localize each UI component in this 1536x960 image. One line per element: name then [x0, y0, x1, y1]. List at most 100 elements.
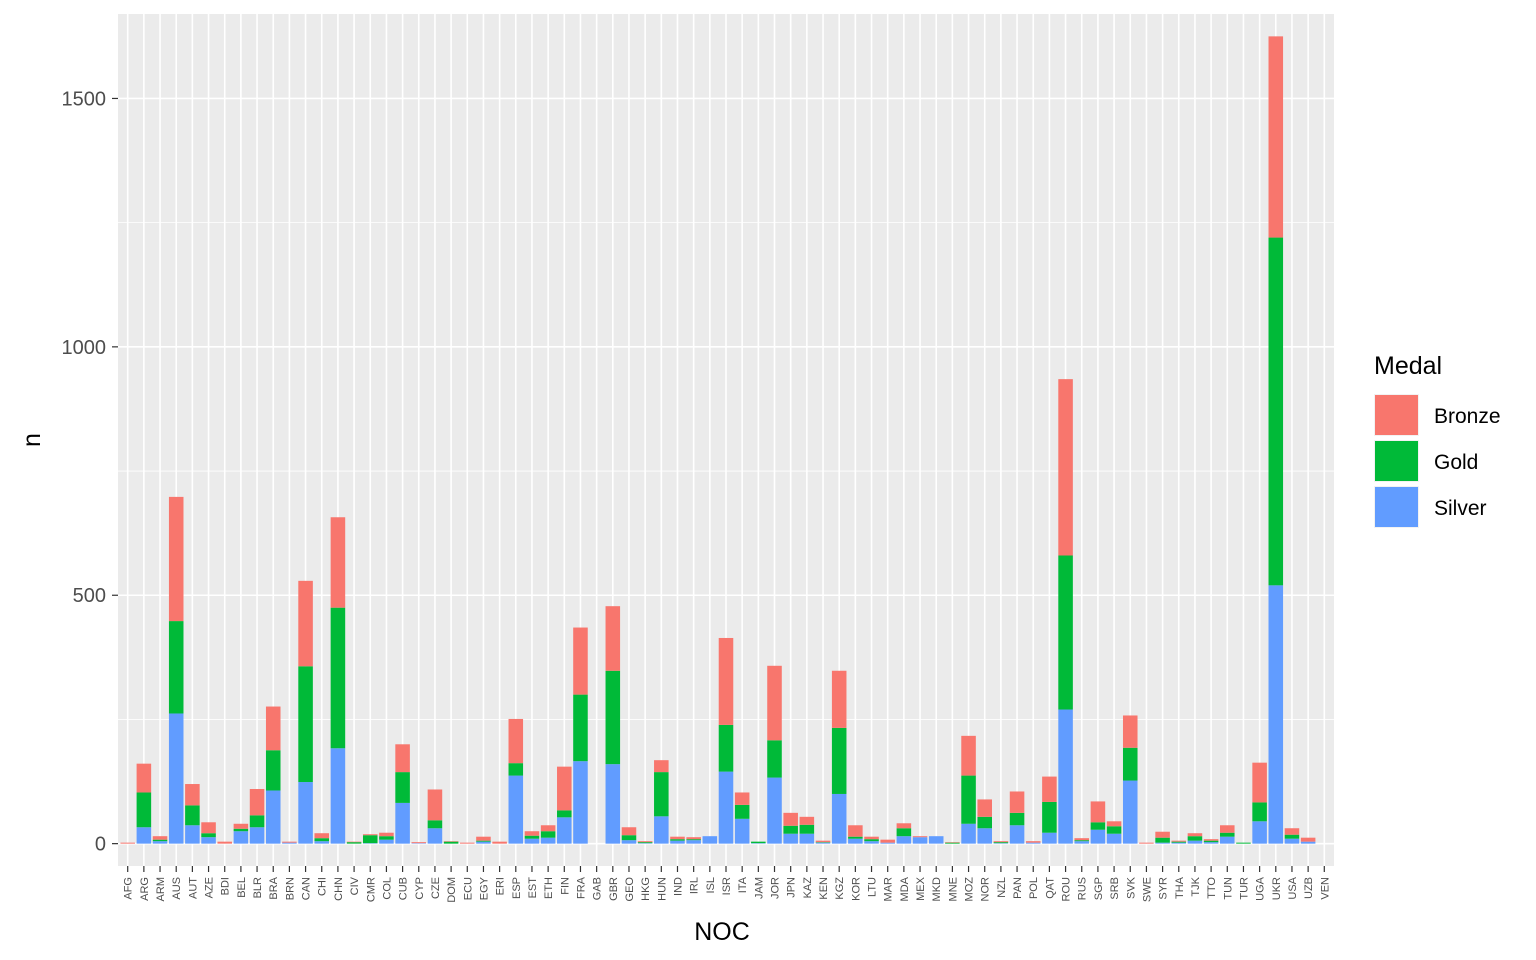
- bar-rus-silver: [1074, 841, 1090, 844]
- bar-qat-silver: [1042, 832, 1057, 844]
- bar-eth-silver: [540, 837, 556, 844]
- bar-isr-bronze: [718, 637, 734, 725]
- x-tick-label: MDA: [899, 876, 911, 901]
- bar-svk-gold: [1122, 747, 1138, 781]
- bar-nor-gold: [977, 816, 992, 829]
- bar-rou-silver: [1058, 709, 1073, 844]
- bars: [120, 36, 1316, 844]
- bar-usa-bronze: [1284, 828, 1300, 835]
- bar-tto-gold: [1203, 840, 1219, 843]
- bar-hkg-silver: [637, 843, 653, 844]
- bar-eth-bronze: [540, 825, 556, 832]
- bar-geo-silver: [621, 840, 637, 844]
- x-tick-label: POL: [1028, 877, 1040, 899]
- bar-bra-silver: [265, 790, 281, 844]
- x-tick-label: HUN: [656, 877, 668, 901]
- bar-rou-bronze: [1058, 379, 1073, 556]
- x-tick-label: LTU: [867, 877, 879, 897]
- bar-svk-bronze: [1122, 715, 1138, 748]
- bar-tun-bronze: [1220, 825, 1235, 833]
- y-tick-label: 500: [73, 585, 106, 607]
- x-tick-label: GAB: [592, 877, 604, 900]
- legend-key-bronze: [1375, 395, 1418, 435]
- bar-mar-bronze: [880, 839, 895, 843]
- bar-aus-gold: [168, 621, 184, 714]
- x-tick-label: SRB: [1109, 877, 1121, 900]
- bar-cze-silver: [427, 828, 443, 844]
- bar-ukr-bronze: [1268, 36, 1284, 238]
- x-tick-label: BRA: [268, 876, 280, 899]
- bar-syr-gold: [1155, 837, 1170, 843]
- x-tick-label: BRN: [284, 877, 296, 900]
- x-tick-label: SYR: [1158, 877, 1170, 900]
- bar-mne-gold: [945, 842, 960, 844]
- bar-arm-silver: [152, 841, 168, 844]
- x-tick-label: CAN: [301, 877, 313, 900]
- bar-tjk-bronze: [1187, 833, 1203, 837]
- bar-cze-gold: [427, 820, 443, 829]
- x-tick-label: CYP: [414, 877, 426, 900]
- x-tick-label: JAM: [753, 877, 765, 899]
- x-tick-label: USA: [1287, 876, 1299, 899]
- bar-aut-gold: [185, 805, 200, 826]
- bar-ltu-gold: [864, 839, 879, 842]
- y-axis: 0 500 1000 1500: [62, 88, 118, 856]
- bar-kaz-gold: [799, 824, 815, 834]
- y-tick-label: 1500: [62, 88, 107, 110]
- x-tick-label: KGZ: [834, 877, 846, 900]
- bar-ukr-gold: [1268, 237, 1284, 586]
- bar-bdi-bronze: [217, 841, 232, 844]
- bar-mkd-silver: [928, 836, 944, 844]
- x-tick-label: RUS: [1077, 877, 1089, 900]
- bar-mda-gold: [896, 828, 912, 837]
- x-tick-label: GBR: [608, 877, 620, 901]
- x-tick-label: UKR: [1271, 877, 1283, 900]
- bar-geo-bronze: [621, 827, 637, 836]
- x-tick-label: ISR: [721, 877, 733, 895]
- bar-esp-silver: [508, 775, 524, 844]
- x-tick-label: HKG: [640, 877, 652, 901]
- x-tick-label: EGY: [478, 876, 490, 900]
- bar-uzb-silver: [1300, 841, 1316, 844]
- legend-key-gold: [1375, 441, 1418, 481]
- bar-eri-bronze: [492, 841, 507, 844]
- bar-can-bronze: [298, 580, 313, 667]
- bar-cub-gold: [395, 772, 410, 803]
- x-tick-label: CIV: [349, 876, 361, 895]
- bar-aze-silver: [201, 837, 216, 844]
- x-tick-label: AUS: [171, 877, 183, 900]
- bar-tun-gold: [1220, 832, 1235, 837]
- x-tick-label: MNE: [947, 877, 959, 901]
- bar-can-silver: [298, 782, 313, 844]
- bar-bel-bronze: [233, 823, 249, 829]
- bar-ind-silver: [670, 840, 685, 844]
- bar-jor-silver: [767, 777, 782, 844]
- bar-chn-bronze: [330, 517, 346, 608]
- bar-srb-gold: [1106, 826, 1122, 834]
- bar-est-gold: [524, 835, 540, 839]
- bar-isr-gold: [718, 724, 734, 772]
- bar-cmr-gold: [362, 835, 378, 844]
- bar-ita-gold: [734, 804, 750, 819]
- bar-rus-gold: [1074, 840, 1090, 842]
- x-tick-label: UGA: [1255, 876, 1267, 901]
- x-tick-label: THA: [1174, 876, 1186, 899]
- x-tick-label: MEX: [915, 876, 927, 901]
- bar-chn-gold: [330, 607, 346, 749]
- x-tick-label: TUR: [1238, 877, 1250, 900]
- x-axis: AFG ARG ARM AUS AUT AZE BDI BEL BLR BRA BRN CAN CHI C…: [123, 866, 1331, 903]
- bar-jor-gold: [767, 740, 782, 778]
- x-tick-label: CHN: [333, 877, 345, 901]
- bar-isl-silver: [702, 836, 718, 844]
- bar-aus-silver: [168, 713, 184, 844]
- bar-aut-bronze: [185, 784, 200, 806]
- bar-gbr-silver: [605, 764, 621, 844]
- x-tick-label: JOR: [770, 877, 782, 899]
- bar-chi-silver: [314, 841, 330, 844]
- bar-srb-silver: [1106, 833, 1122, 844]
- bar-sgp-silver: [1090, 829, 1106, 844]
- bar-ita-bronze: [734, 792, 750, 805]
- x-tick-label: NZL: [996, 877, 1008, 898]
- bar-blr-bronze: [249, 789, 265, 816]
